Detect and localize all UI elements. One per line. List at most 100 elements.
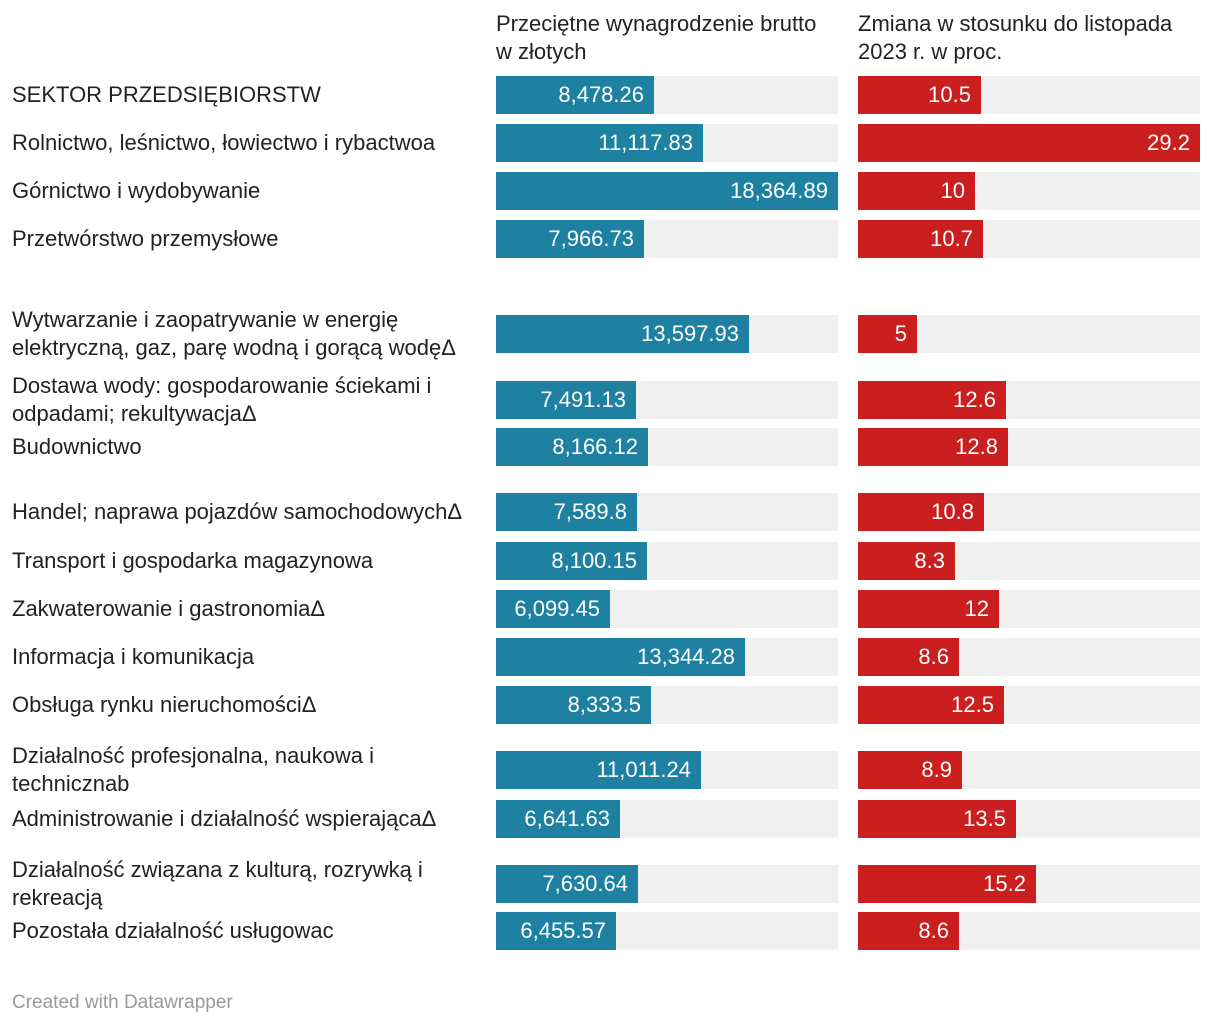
wage-bar-track: 6,455.57 (496, 912, 838, 950)
change-bar (858, 912, 959, 950)
category-label: Dostawa wody: gospodarowanie ściekami i … (12, 373, 432, 426)
wage-bar (496, 912, 616, 950)
category-label: Przetwórstwo przemysłowe (12, 226, 279, 251)
wage-bar (496, 172, 838, 210)
change-bar-track: 10.8 (858, 493, 1200, 531)
change-value-label: 10 (940, 178, 965, 203)
change-bar-track: 8.3 (858, 542, 1200, 580)
table-row: Administrowanie i działalność wspierając… (0, 800, 1220, 838)
wage-bar (496, 220, 644, 258)
change-bar (858, 172, 975, 210)
category-label: SEKTOR PRZEDSIĘBIORSTW (12, 82, 321, 107)
table-row: Transport i gospodarka magazynowa 8,100.1… (0, 542, 1220, 580)
table-row: Przetwórstwo przemysłowe 7,966.73 10.7 (0, 220, 1220, 258)
change-bar-track: 12.5 (858, 686, 1200, 724)
category-label: Działalność związana z kulturą, rozrywką… (12, 857, 423, 910)
wage-value-label: 6,099.45 (514, 596, 600, 621)
category-label: Górnictwo i wydobywanie (12, 178, 261, 203)
change-value-label: 12.8 (955, 434, 998, 459)
wage-value-label: 6,641.63 (524, 806, 610, 831)
change-value-label: 12.6 (953, 387, 996, 412)
wage-bar-track: 7,966.73 (496, 220, 838, 258)
table-row: Obsługa rynku nieruchomościΔ 8,333.5 12.5 (0, 686, 1220, 724)
change-value-label: 8.6 (918, 644, 949, 669)
change-bar (858, 220, 983, 258)
change-bar (858, 381, 1006, 419)
category-label: Budownictwo (12, 434, 142, 459)
category-label: Informacja i komunikacja (12, 644, 255, 669)
table-row: SEKTOR PRZEDSIĘBIORSTW 8,478.26 10.5 (0, 76, 1220, 114)
wage-value-label: 11,117.83 (598, 130, 693, 155)
wage-value-label: 7,966.73 (548, 226, 634, 251)
wage-value-label: 8,333.5 (567, 692, 641, 717)
category-label: Handel; naprawa pojazdów samochodowychΔ (12, 499, 463, 524)
wage-bar-track: 7,630.64 (496, 865, 838, 903)
change-bar (858, 542, 955, 580)
table-row: Wytwarzanie i zaopatrywanie w energię el… (0, 292, 1220, 376)
wage-bar-track: 7,589.8 (496, 493, 838, 531)
column-header-wage: Przeciętne wynagrodzenie brutto w złotyc… (496, 11, 817, 64)
change-bar-track: 12.6 (858, 381, 1200, 419)
category-label: Pozostała działalność usługowac (12, 918, 334, 943)
category-label: Transport i gospodarka magazynowa (12, 548, 374, 573)
change-bar-track: 10 (858, 172, 1200, 210)
table-row: Zakwaterowanie i gastronomiaΔ 6,099.45 12 (0, 590, 1220, 628)
category-label: Zakwaterowanie i gastronomiaΔ (12, 596, 326, 621)
category-label: Działalność profesjonalna, naukowa i tec… (12, 743, 374, 796)
change-value-label: 8.6 (918, 918, 949, 943)
change-value-label: 12.5 (951, 692, 994, 717)
change-bar (858, 590, 999, 628)
wage-bar-track: 6,099.45 (496, 590, 838, 628)
wage-bar (496, 124, 703, 162)
wage-value-label: 6,455.57 (520, 918, 606, 943)
change-value-label: 10.7 (930, 226, 973, 251)
wage-bar (496, 493, 637, 531)
change-value-label: 15.2 (983, 871, 1026, 896)
wage-bar (496, 590, 610, 628)
footer-credit: Created with Datawrapper (12, 992, 233, 1013)
wage-bar (496, 865, 638, 903)
change-bar (858, 124, 1200, 162)
wage-bar-track: 6,641.63 (496, 800, 838, 838)
change-bar (858, 428, 1008, 466)
wage-bar-track: 18,364.89 (496, 172, 838, 210)
table-row: Pozostała działalność usługowac 6,455.57 8… (0, 912, 1220, 950)
change-bar-track: 12.8 (858, 428, 1200, 466)
table-row: Budownictwo 8,166.12 12.8 (0, 428, 1220, 466)
change-value-label: 10.5 (928, 82, 971, 107)
change-bar-track: 8.9 (858, 751, 1200, 789)
wage-value-label: 11,011.24 (596, 757, 691, 782)
change-bar-track: 15.2 (858, 865, 1200, 903)
category-label: Wytwarzanie i zaopatrywanie w energię el… (12, 307, 456, 360)
wage-bar (496, 381, 636, 419)
table-row: Handel; naprawa pojazdów samochodowychΔ 7… (0, 484, 1220, 540)
table-row: Dostawa wody: gospodarowanie ściekami i … (0, 372, 1220, 428)
wage-bar-track: 8,478.26 (496, 76, 838, 114)
change-bar-track: 5 (858, 315, 1200, 353)
wage-bar-track: 13,344.28 (496, 638, 838, 676)
wage-value-label: 8,478.26 (558, 82, 644, 107)
table-row: Informacja i komunikacja 13,344.28 8.6 (0, 638, 1220, 676)
change-bar (858, 315, 917, 353)
wage-bar (496, 76, 654, 114)
change-bar-track: 8.6 (858, 912, 1200, 950)
wage-bar (496, 315, 749, 353)
table-row: Działalność profesjonalna, naukowa i tec… (0, 742, 1220, 798)
change-value-label: 12 (964, 596, 989, 621)
change-value-label: 29.2 (1147, 130, 1190, 155)
wage-value-label: 8,166.12 (552, 434, 638, 459)
change-bar-track: 29.2 (858, 124, 1200, 162)
wage-bar (496, 800, 620, 838)
wage-bar (496, 428, 648, 466)
change-bar-track: 10.5 (858, 76, 1200, 114)
wage-value-label: 18,364.89 (730, 178, 828, 203)
category-label: Administrowanie i działalność wspierając… (12, 806, 437, 831)
wage-value-label: 8,100.15 (551, 548, 637, 573)
bar-chart: SEKTOR PRZEDSIĘBIORSTW 8,478.26 10.5 Rolnic… (0, 76, 1220, 950)
wage-value-label: 13,597.93 (641, 321, 739, 346)
wage-bar (496, 638, 745, 676)
wage-bar-track: 11,011.24 (496, 751, 838, 789)
table-row: Rolnictwo, leśnictwo, łowiectwo i rybact… (0, 124, 1220, 162)
change-bar-track: 12 (858, 590, 1200, 628)
change-bar (858, 751, 962, 789)
